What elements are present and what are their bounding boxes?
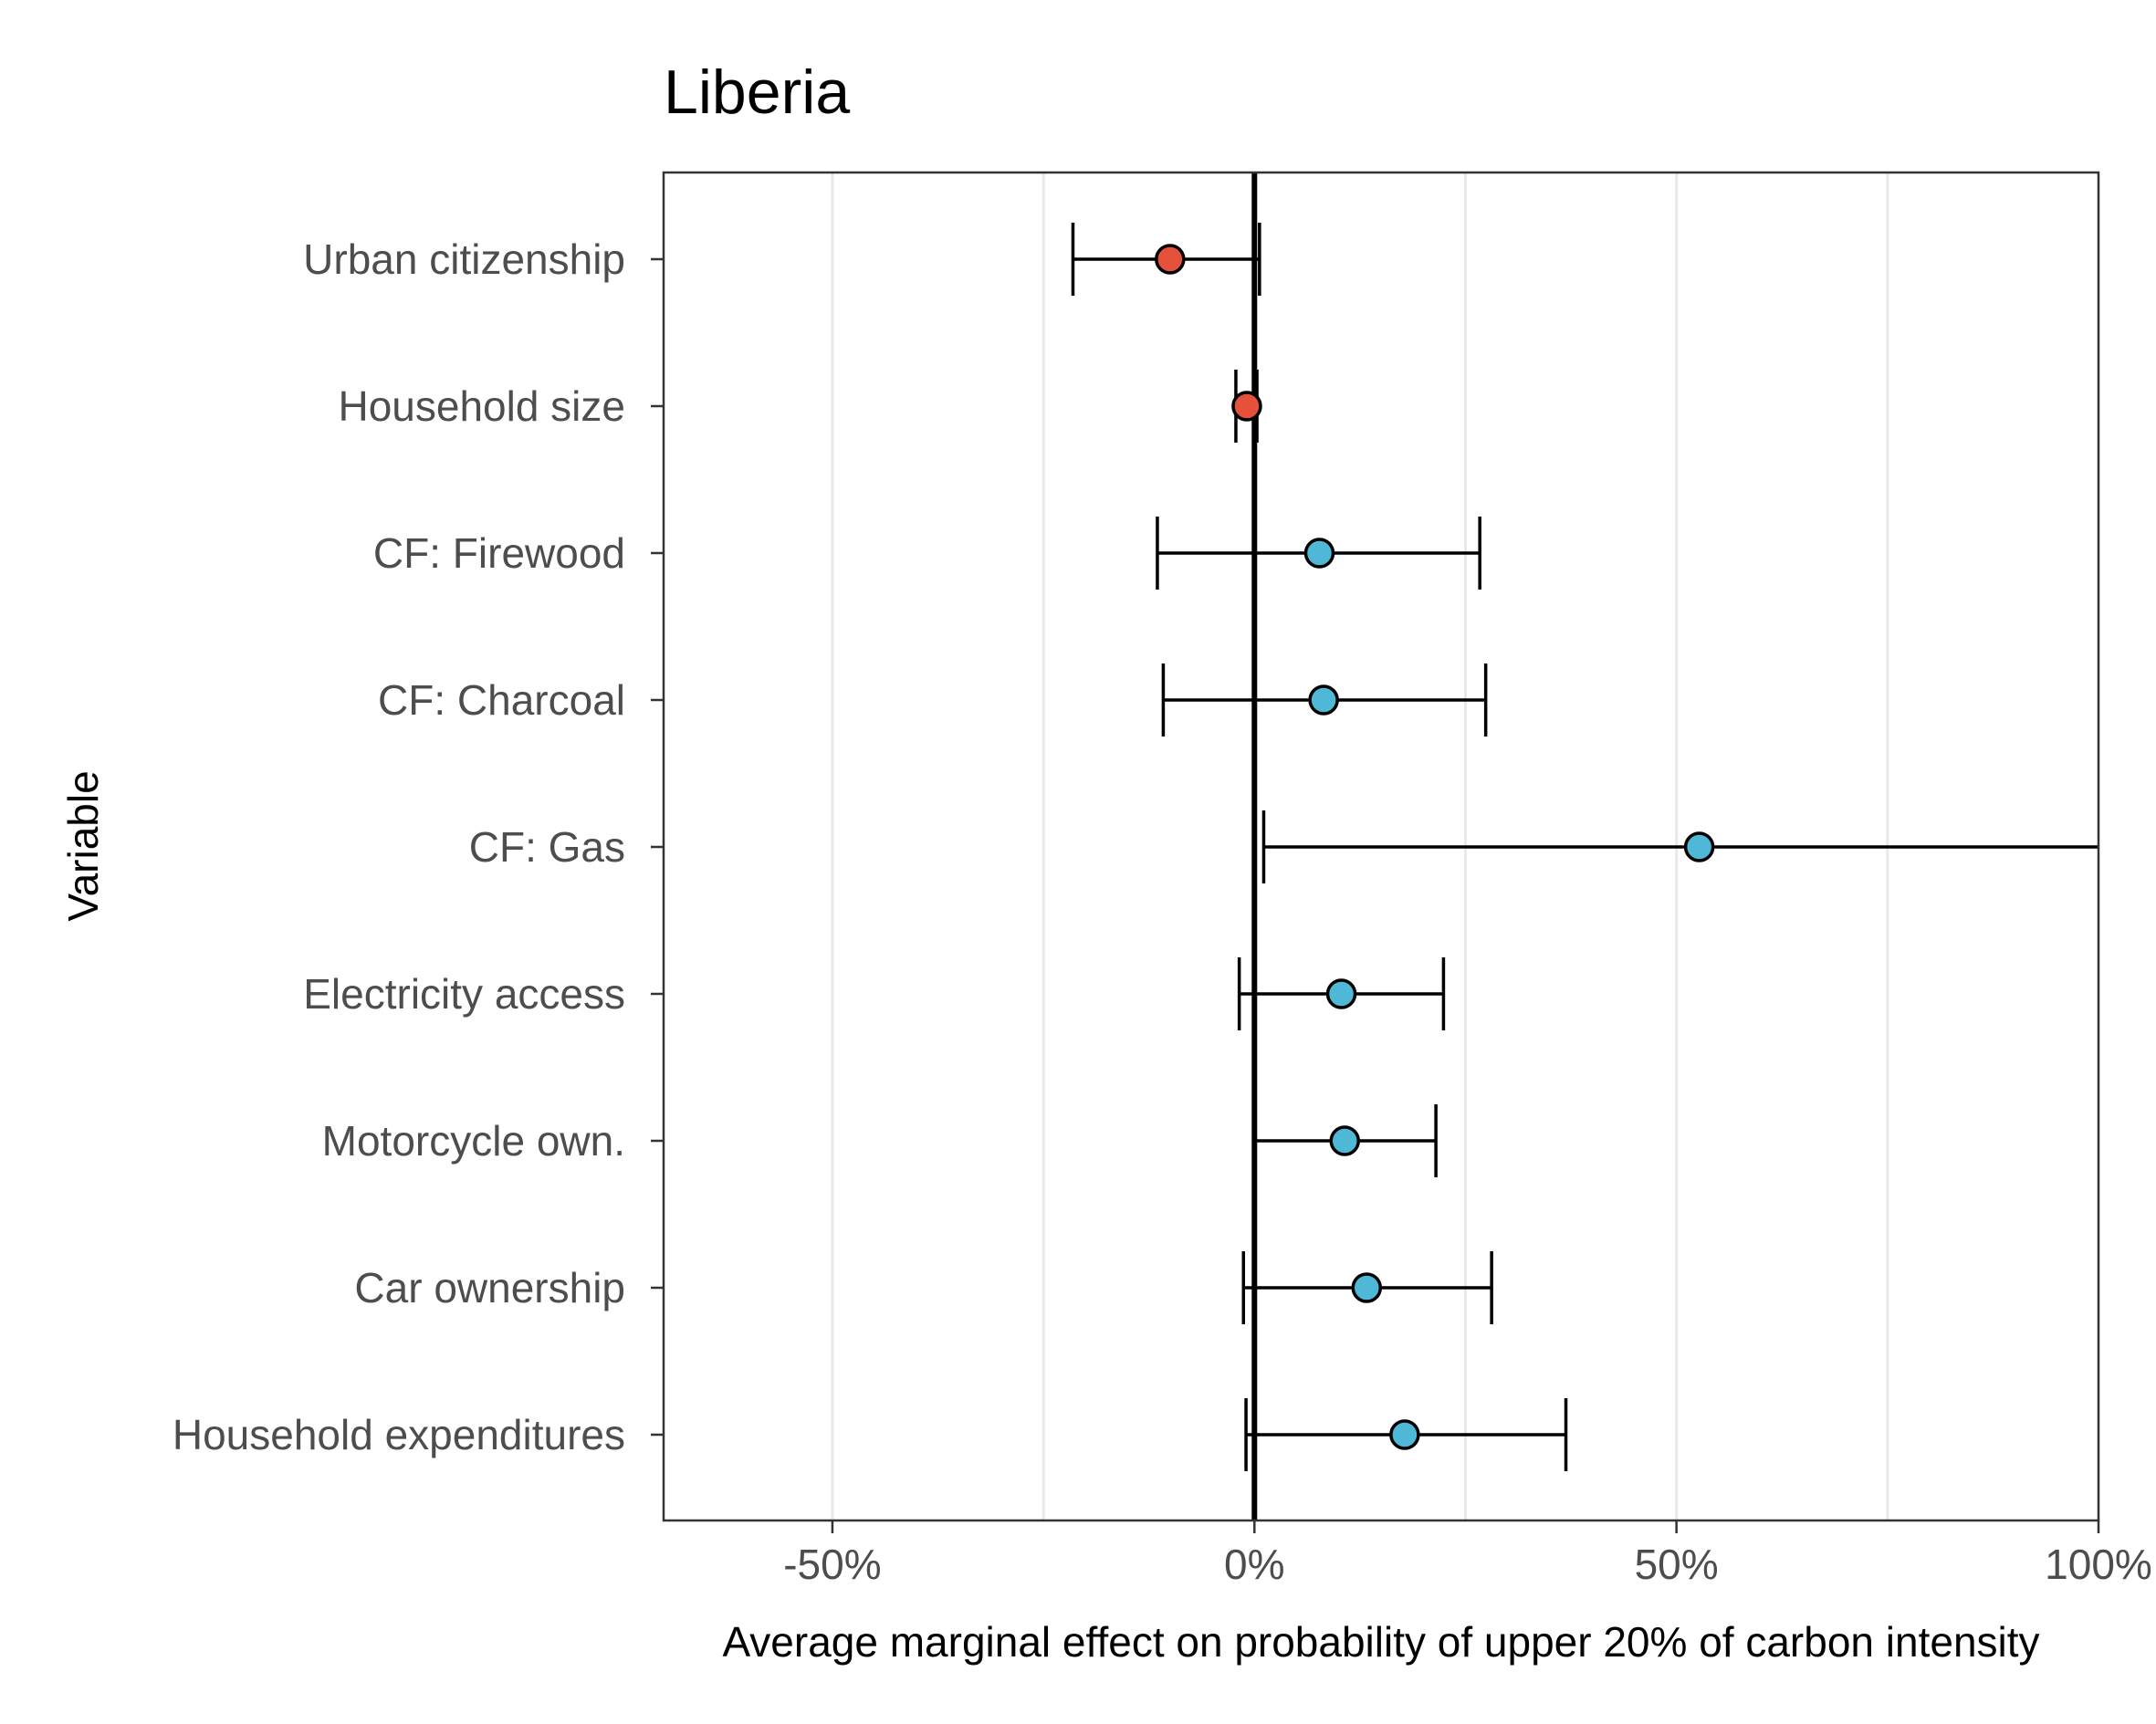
estimate-point (1303, 538, 1335, 569)
estimate-point (1683, 831, 1715, 862)
x-tick-label: 0% (1224, 1541, 1284, 1588)
y-axis: Urban citizenship Household size CF: Firew… (173, 235, 664, 1458)
y-tick-label: CF: Firewood (373, 529, 625, 577)
x-axis: -50% 0% 50% 100% (783, 1520, 2152, 1588)
y-tick-label: Motorcycle own. (322, 1117, 625, 1165)
x-tick-label: 50% (1635, 1541, 1719, 1588)
estimate-point (1231, 391, 1262, 422)
variable-row (1244, 1398, 1568, 1471)
estimate-point (1351, 1272, 1383, 1303)
y-tick-label: Urban citizenship (303, 235, 625, 283)
variable-row (1237, 957, 1446, 1030)
chart-title: Liberia (664, 57, 850, 127)
variable-row (1241, 1251, 1493, 1324)
estimate-point (1308, 684, 1339, 716)
y-axis-title: Variable (59, 770, 107, 921)
variable-row (1156, 517, 1481, 590)
y-tick-label: Household expenditures (173, 1411, 625, 1458)
variable-row (1231, 370, 1262, 443)
estimate-point (1325, 978, 1357, 1009)
y-tick-label: Household size (338, 382, 625, 430)
variable-row (1252, 1104, 1438, 1177)
estimate-point (1389, 1419, 1420, 1450)
x-tick-label: -50% (783, 1541, 881, 1588)
y-tick-label: Electricity access (303, 970, 625, 1018)
x-axis-title: Average marginal effect on probability o… (722, 1618, 2039, 1666)
estimate-point (1155, 244, 1186, 275)
estimate-point (1329, 1125, 1360, 1156)
variable-row (1261, 810, 2098, 883)
y-tick-label: Car ownership (354, 1264, 625, 1311)
variable-row (1161, 663, 1488, 737)
x-tick-label: 100% (2045, 1541, 2152, 1588)
series (1071, 223, 2098, 1471)
y-tick-label: CF: Charcoal (378, 676, 625, 724)
y-tick-label: CF: Gas (469, 823, 625, 871)
variable-row (1071, 223, 1261, 296)
